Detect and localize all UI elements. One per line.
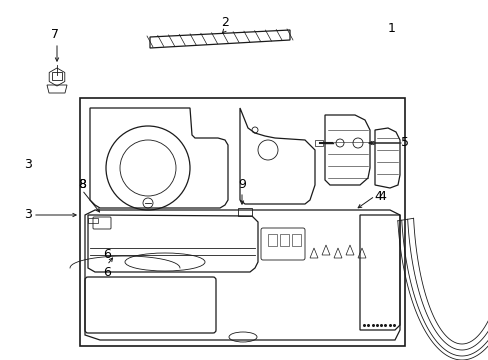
Text: 3: 3 — [24, 208, 32, 221]
Text: 8: 8 — [78, 179, 86, 192]
Text: 4: 4 — [377, 189, 385, 202]
Text: 2: 2 — [221, 15, 228, 28]
Text: 8: 8 — [78, 179, 86, 192]
Bar — [88, 218, 98, 223]
Bar — [80, 98, 404, 346]
Text: 6: 6 — [103, 248, 111, 261]
Bar — [267, 234, 276, 246]
Bar — [291, 234, 301, 246]
Text: 1: 1 — [387, 22, 395, 35]
Bar — [52, 72, 62, 80]
Text: 4: 4 — [373, 189, 381, 202]
Bar — [238, 208, 251, 216]
Text: 5: 5 — [400, 136, 408, 149]
Text: 7: 7 — [51, 28, 59, 41]
Bar — [280, 234, 288, 246]
Text: 6: 6 — [103, 266, 111, 279]
Bar — [314, 140, 323, 146]
Text: 9: 9 — [238, 179, 245, 192]
Text: 3: 3 — [24, 158, 32, 171]
